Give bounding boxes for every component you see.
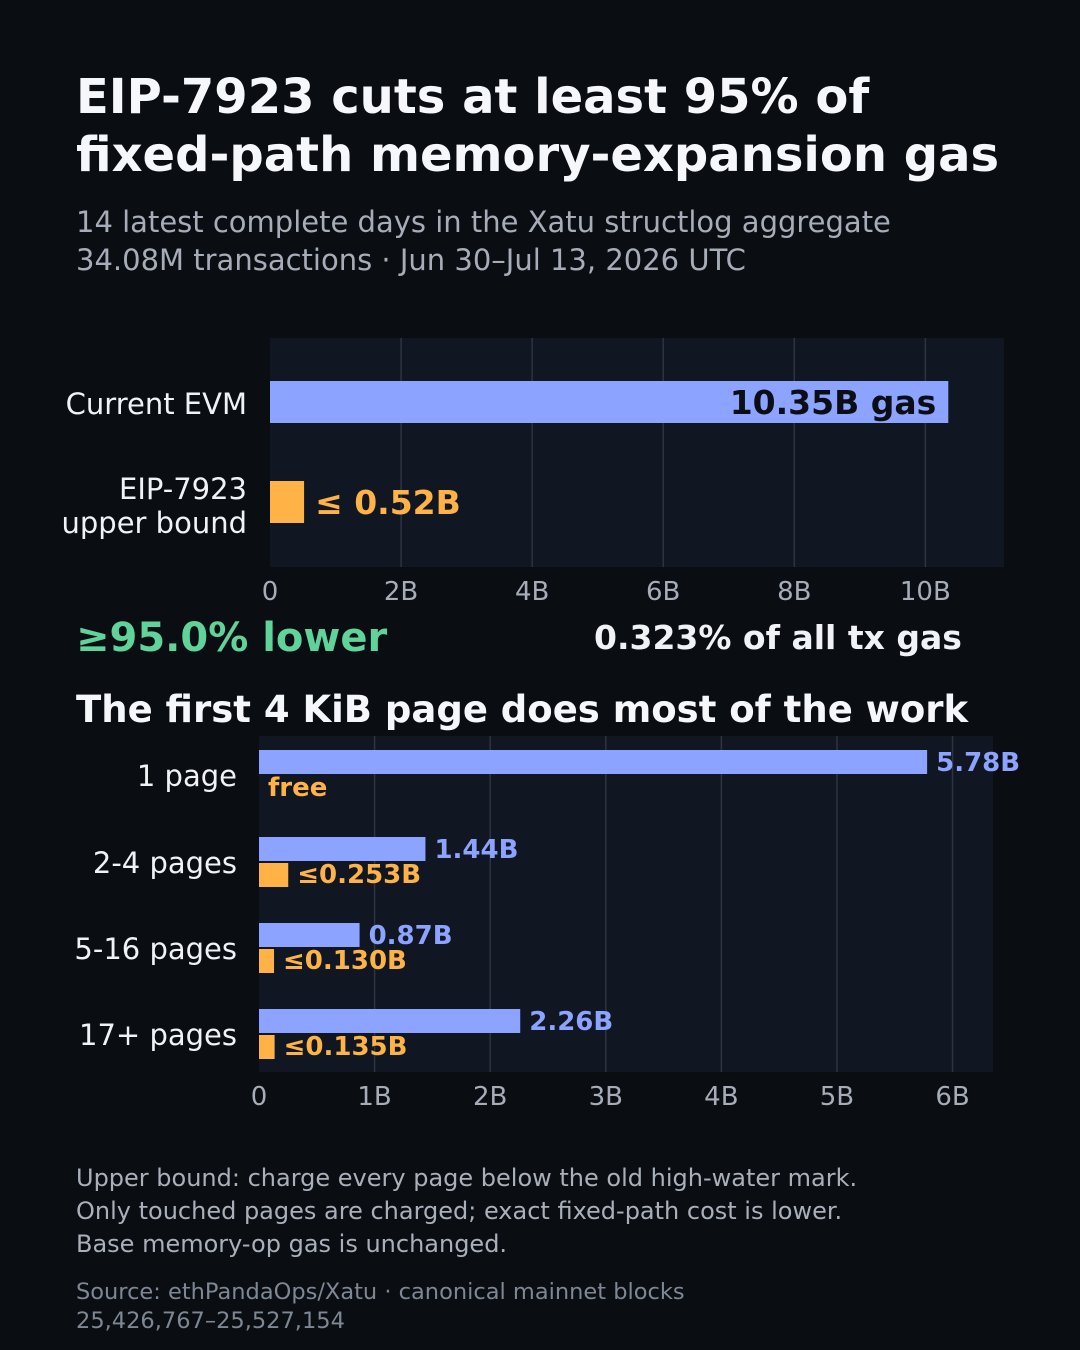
category-label: upper bound [62, 506, 248, 540]
category-label: Current EVM [66, 387, 247, 421]
category-label: 1 page [137, 759, 237, 793]
x-tick-label: 2B [473, 1082, 507, 1112]
bar-value-label: 5.78B [936, 748, 1020, 778]
x-tick-label: 10B [900, 577, 951, 607]
bar-eip-7923 [270, 481, 305, 523]
bar-value-label: ≤0.253B [297, 860, 421, 890]
subtitle-line-2: 34.08M transactions · Jun 30–Jul 13, 202… [76, 243, 746, 277]
page-title: EIP-7923 cuts at least 95% of fixed-path… [76, 68, 999, 184]
x-tick-label: 2B [384, 577, 418, 607]
bar-value-label: free [268, 773, 327, 803]
footnote-line-2: Only touched pages are charged; exact fi… [76, 1197, 843, 1225]
x-tick-label: 4B [704, 1082, 738, 1112]
x-tick-label: 4B [515, 577, 549, 607]
bar-current [259, 923, 360, 947]
x-tick-label: 8B [777, 577, 811, 607]
bar-current-evm [270, 381, 949, 423]
category-label: EIP-7923 [119, 472, 247, 506]
page-breakdown-chart: 0 1B 2B 3B 4B 5B 6B 1 page 5.78B free 2-4 pages 1.4… [74, 736, 1020, 1112]
x-tick-label: 6B [646, 577, 680, 607]
plot-background [270, 338, 1004, 567]
total-gas-chart: 0 2B 4B 6B 8B 10B 10.35B gas Current EVM ≤ 0.52B… [62, 338, 1004, 607]
bar-current [259, 837, 426, 861]
category-label: 5-16 pages [74, 932, 237, 966]
bar-eip-7923 [259, 1035, 275, 1059]
bar-value-label: 10.35B gas [730, 383, 937, 422]
bar-value-label: 2.26B [529, 1007, 613, 1037]
bar-value-label: 1.44B [434, 835, 518, 865]
bar-eip-7923 [259, 949, 275, 973]
category-label: 17+ pages [79, 1018, 237, 1052]
bar-value-label: ≤ 0.52B [315, 483, 461, 522]
bar-value-label: 0.87B [369, 921, 453, 951]
footnote-line-1: Upper bound: charge every page below the… [76, 1164, 858, 1192]
x-tick-label: 0 [262, 577, 279, 607]
subtitle-line-1: 14 latest complete days in the Xatu stru… [76, 205, 891, 239]
footnote-line-3: Base memory-op gas is unchanged. [76, 1230, 508, 1258]
x-tick-label: 1B [357, 1082, 391, 1112]
category-label: 2-4 pages [93, 846, 237, 880]
bar-value-label: ≤0.130B [283, 946, 407, 976]
share-of-tx-gas-stat: 0.323% of all tx gas [594, 618, 962, 657]
title-line-2: fixed-path memory-expansion gas [76, 127, 1000, 183]
breakdown-chart-title: The first 4 KiB page does most of the wo… [76, 688, 969, 731]
bar-current [259, 1009, 521, 1033]
bar-current [259, 750, 928, 774]
x-tick-label: 5B [820, 1082, 854, 1112]
bar-eip-7923 [259, 863, 289, 887]
x-tick-label: 3B [589, 1082, 623, 1112]
source-line-2: 25,426,767–25,527,154 [76, 1308, 345, 1334]
title-line-1: EIP-7923 cuts at least 95% of [76, 69, 870, 125]
source-line-1: Source: ethPandaOps/Xatu · canonical mai… [76, 1279, 685, 1305]
reduction-stat: ≥95.0% lower [76, 615, 388, 661]
x-tick-label: 6B [935, 1082, 969, 1112]
bar-value-label: ≤0.135B [284, 1032, 408, 1062]
x-tick-label: 0 [251, 1082, 268, 1112]
